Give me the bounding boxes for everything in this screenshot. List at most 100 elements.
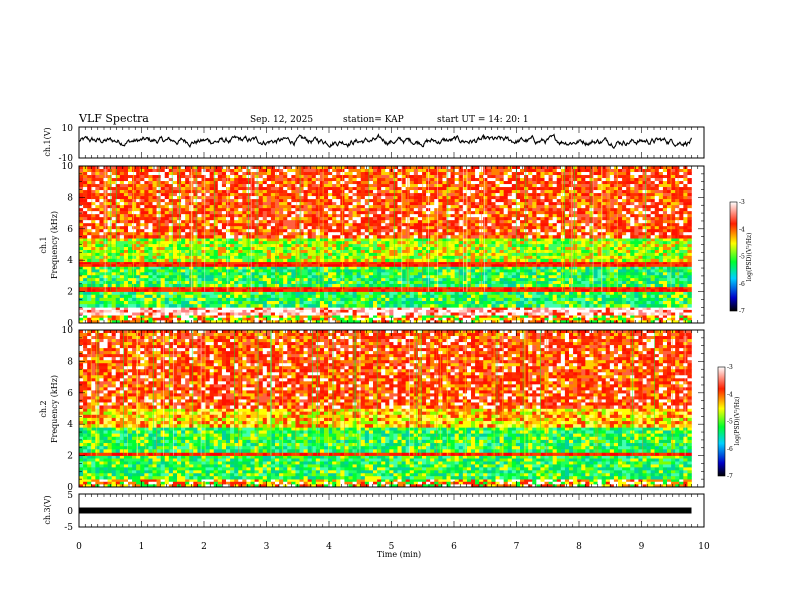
spectrogram-cell xyxy=(152,275,157,279)
spectrogram-cell xyxy=(275,317,280,321)
spectrogram-cell xyxy=(279,255,284,260)
spectrogram-cell xyxy=(217,255,223,260)
spectrogram-cell xyxy=(638,166,643,170)
spectrogram-cell xyxy=(454,250,460,254)
spectrogram-cell xyxy=(401,301,406,305)
spectrogram-cell xyxy=(601,301,607,305)
spectrogram-cell xyxy=(662,264,668,267)
spectrogram-cell xyxy=(303,289,308,292)
spectrogram-cell xyxy=(634,312,639,316)
spectrogram-cell xyxy=(258,309,264,313)
spectrogram-cell xyxy=(581,320,586,324)
spectrogram-cell xyxy=(238,238,243,242)
spectrogram-cell xyxy=(385,281,390,285)
spectrogram-cell xyxy=(266,278,272,282)
spectrogram-cell xyxy=(454,320,460,324)
spectrogram-cell xyxy=(495,244,500,248)
spectrogram-cell xyxy=(687,247,692,251)
spectrogram-cell xyxy=(368,317,374,321)
spectrogram-cell xyxy=(524,238,529,242)
spectrogram-cell xyxy=(87,169,92,173)
spectrogram-cell xyxy=(401,238,406,242)
spectrogram-cell xyxy=(515,309,521,313)
spectrogram-cell xyxy=(148,278,153,282)
spectrogram-cell xyxy=(373,258,378,263)
spectrogram-cell xyxy=(177,247,182,251)
spectrogram-cell xyxy=(630,241,635,245)
spectrogram-cell xyxy=(99,278,104,282)
spectrogram-cell xyxy=(511,304,517,308)
spectrogram-cell xyxy=(87,294,92,299)
spectrogram-cell xyxy=(487,264,492,267)
spectrogram-cell xyxy=(442,261,447,265)
spectrogram-cell xyxy=(221,297,227,302)
spectrogram-cell xyxy=(348,320,353,324)
spectrogram-cell xyxy=(658,286,664,290)
spectrogram-cell xyxy=(422,289,427,292)
spectrogram-cell xyxy=(507,301,513,305)
spectrogram-cell xyxy=(654,238,660,242)
spectrogram-cell xyxy=(650,269,656,273)
spectrogram-cell xyxy=(471,272,476,276)
spectrogram-cell xyxy=(217,166,223,170)
spectrogram-cell xyxy=(671,297,676,302)
spectrogram-cell xyxy=(458,169,464,173)
spectrogram-cell xyxy=(299,261,304,265)
spectrogram-cell xyxy=(585,309,590,313)
spectrogram-cell xyxy=(397,258,402,263)
spectrogram-cell xyxy=(115,252,121,257)
spectrogram-cell xyxy=(613,241,619,245)
spectrogram-cell xyxy=(168,247,174,251)
spectrogram-cell xyxy=(230,250,235,254)
spectrogram-cell xyxy=(471,169,476,173)
spectrogram-cell xyxy=(646,241,651,245)
spectrogram-cell xyxy=(201,291,206,296)
spectrogram-cell xyxy=(189,297,194,302)
spectrogram-cell xyxy=(266,315,272,319)
spectrogram-cell xyxy=(409,320,415,324)
spectrogram-cell xyxy=(238,264,243,267)
spectrogram-cell xyxy=(275,275,280,279)
spectrogram-cell xyxy=(319,255,325,260)
spectrogram-cell xyxy=(123,320,129,324)
spectrogram-cell xyxy=(275,309,280,313)
spectrogram-cell xyxy=(687,255,692,260)
spectrogram-cell xyxy=(144,281,149,285)
spectrogram-cell xyxy=(589,307,594,311)
spectrogram-cell xyxy=(205,294,210,299)
spectrogram-cell xyxy=(466,289,472,292)
spectrogram-cell xyxy=(483,297,488,302)
spectrogram-cell xyxy=(634,304,639,308)
spectrogram-cell xyxy=(172,252,178,257)
spectrogram-cell xyxy=(279,247,284,251)
spectrogram-cell xyxy=(438,247,443,251)
spectrogram-cell xyxy=(303,275,308,279)
spectrogram-cell xyxy=(364,258,370,263)
spectrogram-cell xyxy=(491,286,496,290)
spectrogram-cell xyxy=(83,309,88,313)
spectrogram-cell xyxy=(466,169,472,173)
spectrogram-cell xyxy=(168,244,174,248)
spectrogram-cell xyxy=(638,244,643,248)
spectrogram-cell xyxy=(389,269,394,273)
spectrogram-cell xyxy=(630,272,635,276)
spectrogram-cell xyxy=(324,252,329,257)
spectrogram-cell xyxy=(140,297,145,302)
spectrogram-cell xyxy=(144,307,149,311)
spectrogram-cell xyxy=(140,317,145,321)
spectrogram-cell xyxy=(679,255,684,260)
spectrogram-cell xyxy=(434,320,439,324)
spectrogram-cell xyxy=(352,166,357,170)
spectrogram-cell xyxy=(197,317,202,321)
spectrogram-cell xyxy=(160,258,166,263)
spectrogram-cell xyxy=(446,320,451,324)
spectrogram-cell xyxy=(246,307,251,311)
spectrogram-cell xyxy=(589,241,594,245)
spectrogram-cell xyxy=(377,304,382,308)
spectrogram-cell xyxy=(152,166,157,170)
spectrogram-cell xyxy=(270,272,276,276)
spectrogram-cell xyxy=(548,286,553,290)
spectrogram-cell xyxy=(91,286,96,290)
spectrogram-cell xyxy=(315,275,321,279)
spectrogram-cell xyxy=(299,281,304,285)
